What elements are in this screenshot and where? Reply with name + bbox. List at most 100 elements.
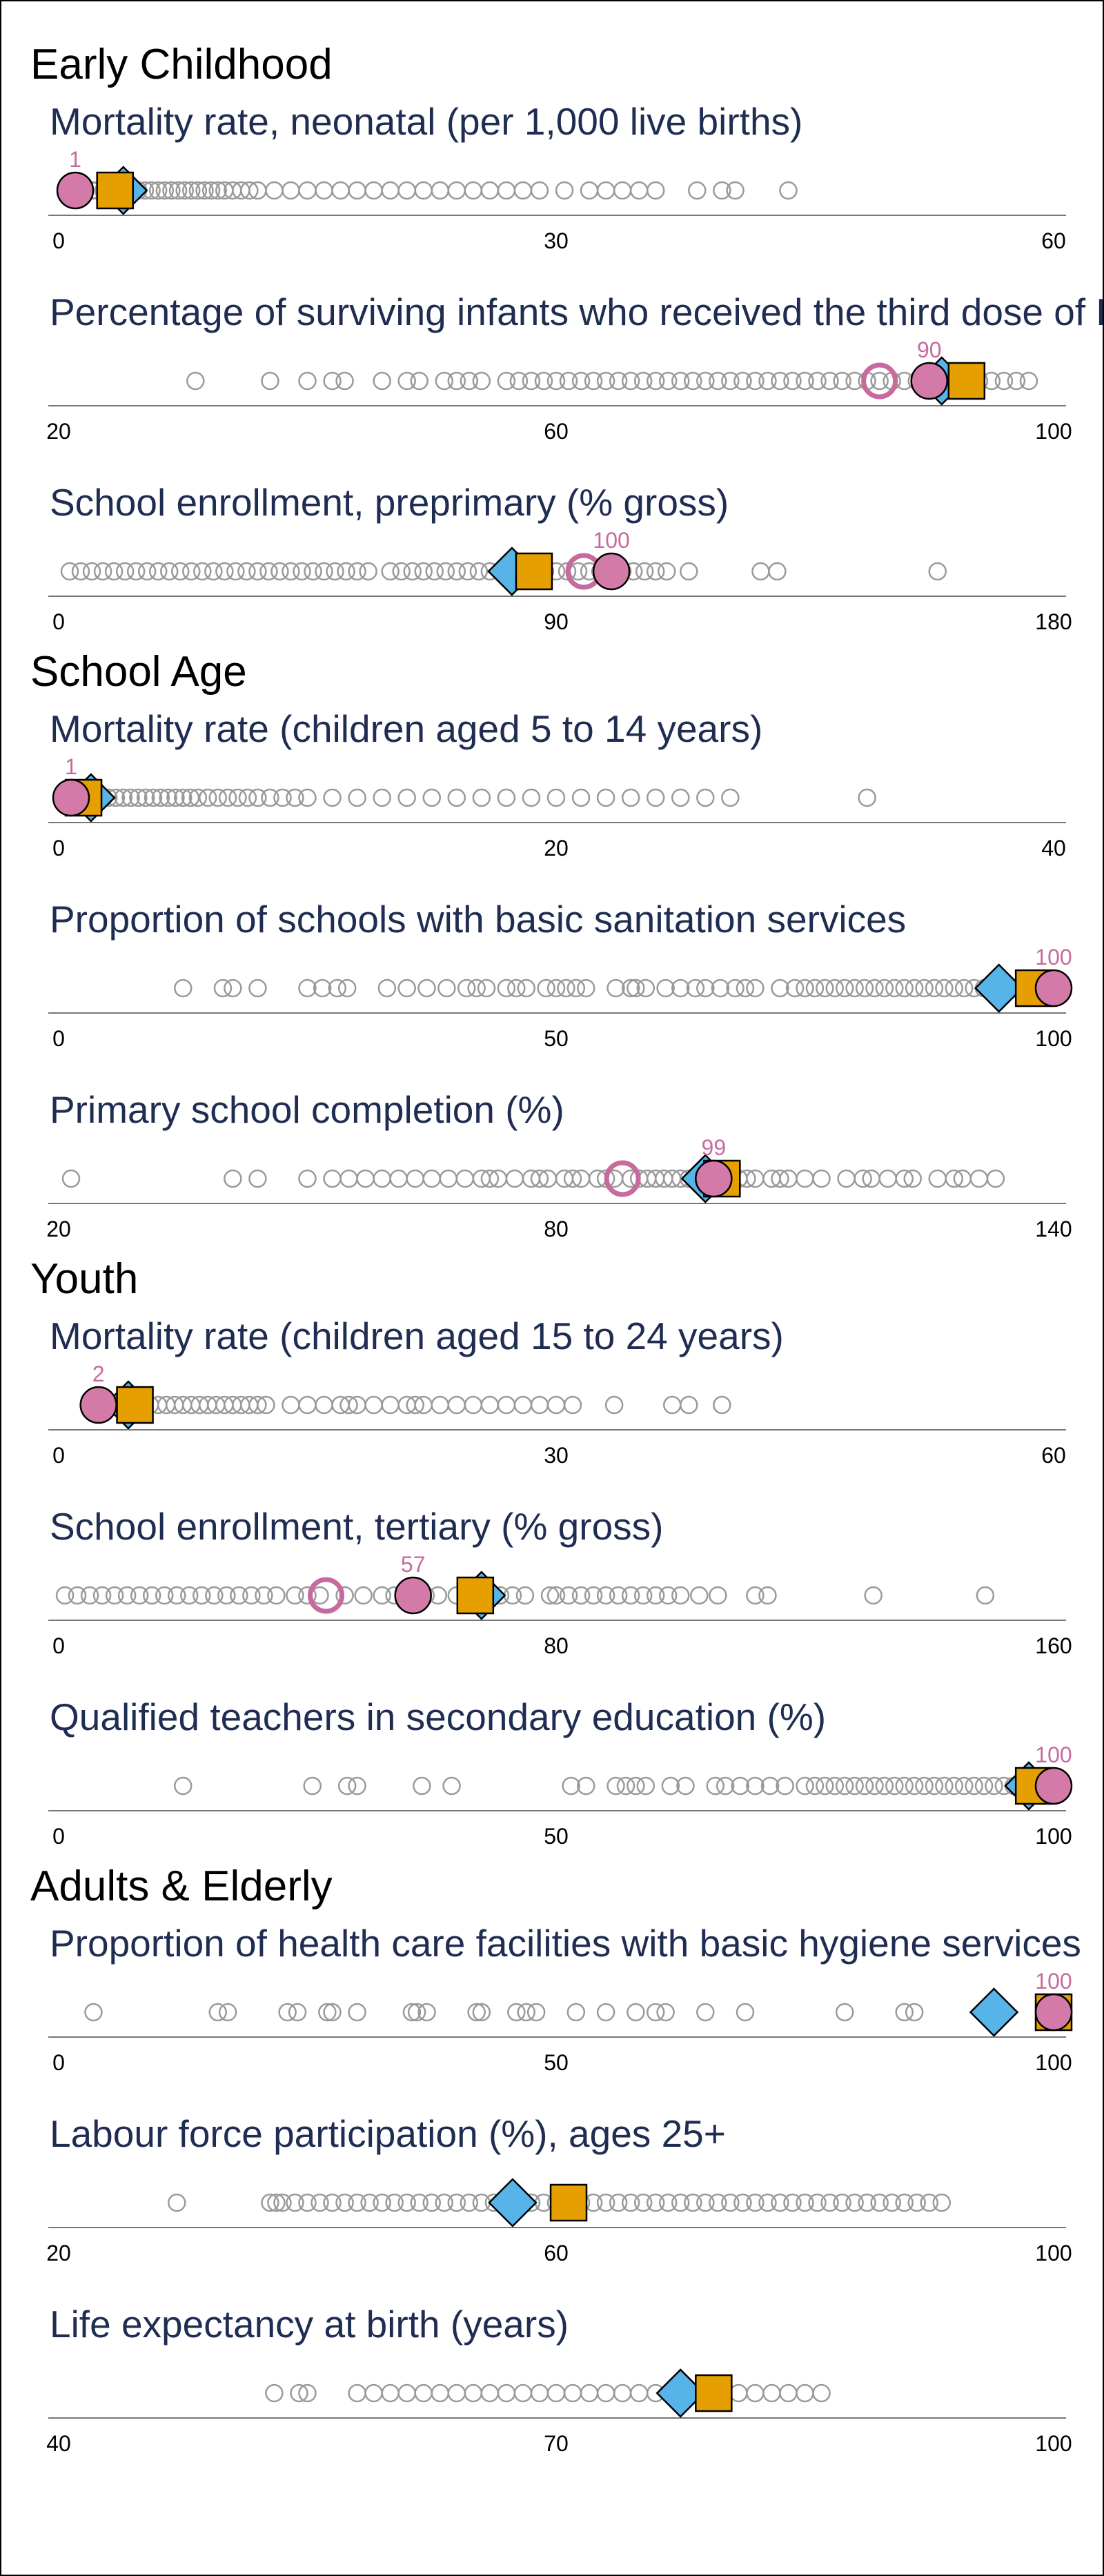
other-country-point xyxy=(282,562,300,581)
other-country-point xyxy=(563,1169,582,1188)
other-country-point xyxy=(467,979,486,998)
other-country-point xyxy=(180,1586,199,1605)
other-country-point xyxy=(397,2193,416,2212)
other-country-point xyxy=(208,2003,227,2022)
other-country-point xyxy=(596,1586,615,1605)
other-country-point xyxy=(945,1776,964,1796)
other-country-point xyxy=(270,562,289,581)
other-country-point xyxy=(230,1586,248,1605)
x-tick-label: 100 xyxy=(1035,2050,1072,2075)
other-country-point xyxy=(354,1586,373,1605)
other-country-point xyxy=(661,1776,680,1796)
section-title: Early Childhood xyxy=(30,41,333,88)
other-country-point xyxy=(584,371,603,391)
comparison-ring-point xyxy=(604,1160,641,1197)
other-country-point xyxy=(609,2193,628,2212)
other-country-point xyxy=(925,1776,944,1796)
other-country-point xyxy=(771,371,789,391)
other-country-point xyxy=(435,2193,454,2212)
other-country-point xyxy=(825,1776,845,1796)
other-country-point xyxy=(335,2193,354,2212)
other-country-point xyxy=(895,1776,914,1796)
other-country-point xyxy=(721,788,740,807)
other-country-point xyxy=(969,1169,989,1188)
panel-title: Labour force participation (%), ages 25+ xyxy=(50,2112,726,2155)
other-country-point xyxy=(507,2003,526,2022)
x-tick-label: 100 xyxy=(1035,2241,1072,2265)
other-country-point xyxy=(406,1169,424,1188)
other-country-point xyxy=(903,1169,922,1188)
panel-title: Percentage of surviving infants who rece… xyxy=(50,291,1103,333)
other-country-point xyxy=(464,2383,483,2403)
other-country-point xyxy=(193,1586,211,1605)
other-country-point xyxy=(55,1586,75,1605)
other-country-point xyxy=(389,1169,408,1188)
other-country-point xyxy=(1019,371,1038,391)
other-country-point xyxy=(364,181,383,200)
other-country-point xyxy=(248,979,267,998)
other-country-point xyxy=(323,2003,342,2022)
square-marker xyxy=(695,2374,733,2412)
other-country-point xyxy=(310,1586,329,1605)
other-country-point xyxy=(422,2193,441,2212)
other-country-point xyxy=(835,979,854,998)
other-country-point xyxy=(298,1169,317,1188)
other-country-point xyxy=(706,1776,724,1796)
other-country-point xyxy=(865,1776,884,1796)
other-country-point xyxy=(517,2003,535,2022)
other-country-point xyxy=(671,371,690,391)
other-country-point xyxy=(155,1586,174,1605)
other-country-point xyxy=(328,979,347,998)
other-country-point xyxy=(259,562,278,581)
other-country-point xyxy=(534,371,553,391)
other-country-point xyxy=(796,371,814,391)
other-country-point xyxy=(858,2193,876,2212)
other-country-point xyxy=(796,2193,814,2212)
other-country-point xyxy=(796,979,814,998)
other-country-point xyxy=(726,181,745,200)
other-country-point xyxy=(381,181,400,200)
other-country-point xyxy=(559,1586,578,1605)
other-country-point xyxy=(870,2193,889,2212)
other-country-point xyxy=(442,1776,461,1796)
other-country-point xyxy=(746,1776,765,1796)
panel-title: Proportion of health care facilities wit… xyxy=(50,1922,1081,1965)
other-country-point xyxy=(509,371,529,391)
other-country-point xyxy=(596,788,615,807)
other-country-point xyxy=(985,1776,1003,1796)
other-country-point xyxy=(736,979,755,998)
diamond-marker xyxy=(969,1987,1019,2037)
other-country-point xyxy=(751,562,770,581)
other-country-point xyxy=(323,788,342,807)
other-country-point xyxy=(566,2003,586,2022)
other-country-point xyxy=(646,371,665,391)
x-tick-label: 80 xyxy=(544,1633,569,1658)
x-tick-label: 30 xyxy=(544,228,569,253)
other-country-point xyxy=(858,788,876,807)
other-country-point xyxy=(480,1395,500,1415)
other-country-point xyxy=(130,1586,149,1605)
other-country-point xyxy=(864,1586,883,1605)
other-country-point xyxy=(563,1395,582,1415)
panel-title: Proportion of schools with basic sanitat… xyxy=(50,898,906,941)
other-country-point xyxy=(954,1776,974,1796)
other-country-point xyxy=(373,2193,391,2212)
highlight-point xyxy=(695,1159,733,1198)
other-country-point xyxy=(557,979,575,998)
highlight-value-label: 100 xyxy=(1035,1742,1072,1767)
other-country-point xyxy=(60,562,79,581)
other-country-point xyxy=(855,979,874,998)
other-country-point xyxy=(895,1169,914,1188)
other-country-point xyxy=(530,181,549,200)
other-country-point xyxy=(242,1586,261,1605)
other-country-point xyxy=(507,979,526,998)
other-country-point xyxy=(213,979,233,998)
square-marker xyxy=(549,2183,588,2222)
highlight-point xyxy=(52,778,90,817)
other-country-point xyxy=(288,2003,307,2022)
other-country-point xyxy=(596,371,615,391)
other-country-point xyxy=(323,371,342,391)
other-country-point xyxy=(671,2193,690,2212)
highlight-point xyxy=(1034,969,1073,1007)
other-country-point xyxy=(480,2383,500,2403)
